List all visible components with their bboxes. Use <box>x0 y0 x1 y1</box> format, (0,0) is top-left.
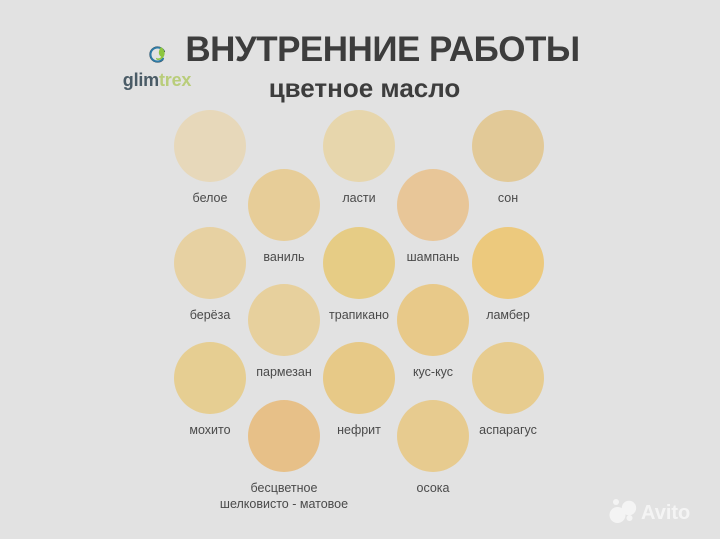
svg-text:Avito: Avito <box>641 502 690 524</box>
